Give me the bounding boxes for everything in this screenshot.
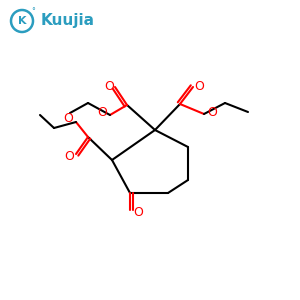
Text: O: O <box>207 106 217 118</box>
Text: O: O <box>63 112 73 125</box>
Text: °: ° <box>31 8 35 16</box>
Text: Kuujia: Kuujia <box>41 14 95 28</box>
Text: K: K <box>18 16 26 26</box>
Text: O: O <box>133 206 143 218</box>
Text: O: O <box>194 80 204 92</box>
Text: O: O <box>104 80 114 92</box>
Text: O: O <box>64 149 74 163</box>
Text: O: O <box>97 106 107 119</box>
